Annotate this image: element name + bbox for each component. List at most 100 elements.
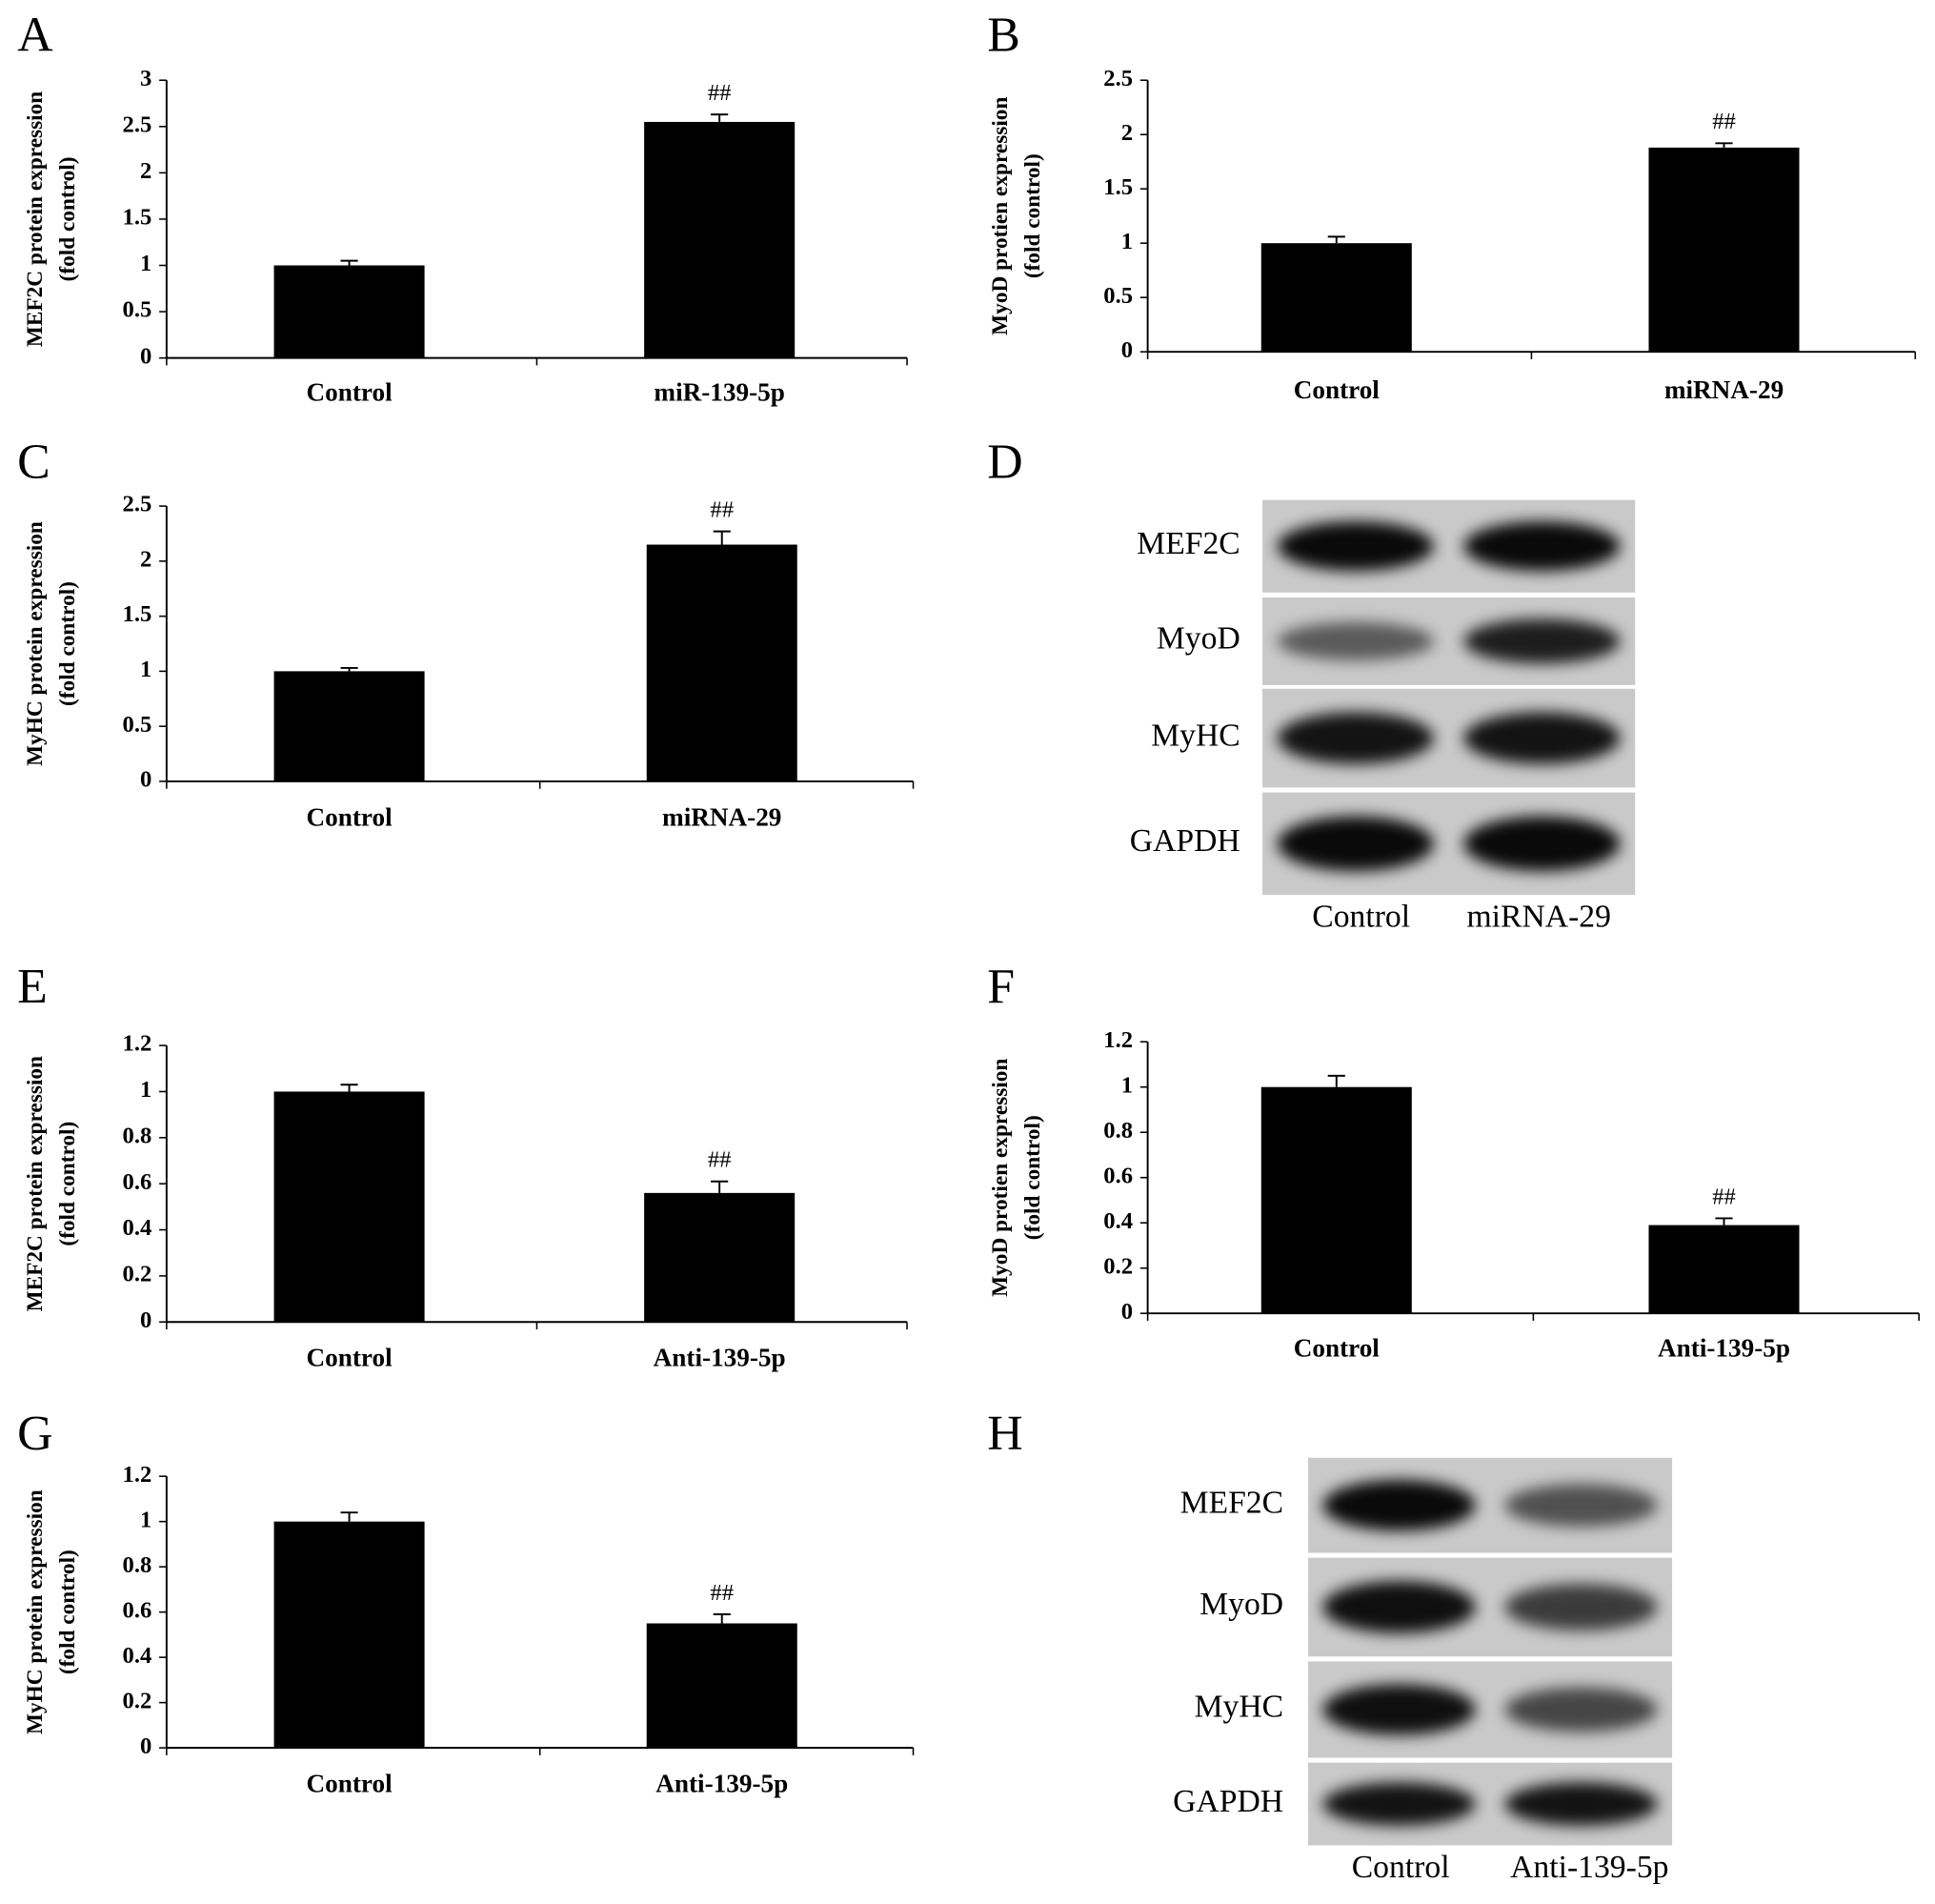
significance-label: ## xyxy=(710,1580,734,1606)
x-tick-label: miRNA-29 xyxy=(662,802,781,831)
y-tick-label: 1 xyxy=(1121,229,1133,254)
blot-row-label: MyoD xyxy=(1199,1587,1283,1622)
y-tick-label: 1.2 xyxy=(123,1031,152,1057)
blot-band xyxy=(1463,618,1621,664)
blot-row-label: MyHC xyxy=(1195,1690,1284,1725)
error-bar xyxy=(1715,1217,1733,1225)
x-tick-label: Control xyxy=(1294,375,1381,404)
y-tick-label: 1.5 xyxy=(123,205,152,231)
y-tick-label: 2.5 xyxy=(1103,66,1133,91)
blot-band xyxy=(1504,1782,1658,1826)
x-tick-label: Anti-139-5p xyxy=(654,1344,786,1372)
error-bar xyxy=(1327,235,1345,244)
y-axis-label: MyHC protein expression xyxy=(23,1489,48,1734)
panel-letter: C xyxy=(17,435,50,490)
y-tick-label: 0 xyxy=(140,343,151,369)
y-tick-label: 1.5 xyxy=(123,601,152,627)
y-tick-label: 1 xyxy=(140,251,151,276)
bar xyxy=(273,1091,425,1323)
blot-band xyxy=(1277,521,1435,572)
panel-letter: E xyxy=(17,960,48,1014)
y-tick-label: 2 xyxy=(140,158,151,184)
bar xyxy=(1648,147,1800,353)
x-tick-label: miR-139-5p xyxy=(654,378,784,407)
blot-column-label: Control xyxy=(1312,900,1410,935)
y-axis-label: (fold control) xyxy=(55,1122,80,1246)
panel-letter: D xyxy=(987,435,1022,490)
y-tick-label: 1.2 xyxy=(123,1462,152,1488)
blot-band xyxy=(1463,521,1621,572)
y-tick-label: 1 xyxy=(140,1077,151,1103)
y-tick-label: 0 xyxy=(140,1307,151,1333)
blot-band xyxy=(1322,1782,1476,1826)
error-bar xyxy=(711,1180,729,1193)
y-tick-label: 0.4 xyxy=(1103,1208,1133,1234)
blot-band xyxy=(1504,1583,1658,1631)
blot-row-label: MyHC xyxy=(1151,718,1240,753)
y-tick-label: 0.5 xyxy=(123,712,152,738)
blot-row-label: MyoD xyxy=(1157,621,1240,657)
blot-row-label: MEF2C xyxy=(1180,1485,1283,1520)
blot-band xyxy=(1277,712,1435,764)
x-tick-label: Control xyxy=(307,1770,393,1798)
bar xyxy=(1648,1225,1800,1314)
error-bar xyxy=(340,666,358,672)
error-bar xyxy=(340,1084,358,1092)
error-bar xyxy=(340,1511,358,1522)
significance-label: ## xyxy=(708,1147,732,1173)
blot-band xyxy=(1504,1687,1658,1732)
bar xyxy=(644,121,796,358)
y-tick-label: 0.5 xyxy=(123,297,152,323)
x-tick-label: Anti-139-5p xyxy=(655,1770,788,1798)
blot-band xyxy=(1322,1684,1476,1735)
blot-band xyxy=(1463,712,1621,764)
y-tick-label: 0.6 xyxy=(123,1597,152,1623)
bar xyxy=(646,1623,797,1749)
y-axis-label: MyoD protien expression xyxy=(988,97,1013,335)
y-axis-label: (fold control) xyxy=(55,581,80,706)
panel-letter: A xyxy=(17,8,53,62)
x-tick-label: Control xyxy=(307,802,393,831)
y-tick-label: 2.5 xyxy=(123,492,152,517)
blot-row-label: GAPDH xyxy=(1173,1784,1283,1819)
panel-letter: B xyxy=(987,8,1020,62)
y-tick-label: 1.2 xyxy=(1103,1027,1133,1053)
blot-band xyxy=(1322,1581,1476,1633)
x-tick-label: Control xyxy=(307,1344,393,1372)
panel-letter: F xyxy=(987,960,1015,1014)
significance-label: ## xyxy=(1712,1184,1736,1209)
bar xyxy=(1260,243,1412,353)
bar xyxy=(273,1521,425,1749)
y-tick-label: 0.4 xyxy=(123,1643,152,1669)
error-bar xyxy=(713,1613,731,1624)
error-bar xyxy=(1327,1074,1345,1087)
y-tick-label: 0.8 xyxy=(123,1123,152,1148)
y-axis-label: MEF2C protein expression xyxy=(23,1056,48,1311)
y-tick-label: 1 xyxy=(140,657,151,682)
bar xyxy=(1260,1086,1412,1314)
y-axis-label: (fold control) xyxy=(1020,153,1045,278)
y-tick-label: 0.5 xyxy=(1103,283,1133,309)
bar xyxy=(646,544,797,781)
panel-letter: H xyxy=(987,1407,1022,1461)
x-tick-label: Anti-139-5p xyxy=(1658,1333,1790,1362)
error-bar xyxy=(340,259,358,266)
x-tick-label: miRNA-29 xyxy=(1664,375,1784,404)
y-tick-label: 1 xyxy=(1121,1072,1133,1098)
blot-column-label: Anti-139-5p xyxy=(1510,1850,1668,1885)
blot-row-label: MEF2C xyxy=(1137,526,1240,561)
blot-band xyxy=(1277,621,1435,661)
blot-band xyxy=(1463,816,1621,872)
significance-label: ## xyxy=(710,497,734,523)
y-tick-label: 0.8 xyxy=(1103,1118,1133,1144)
y-axis-label: MyoD protien expression xyxy=(988,1059,1013,1297)
y-axis-label: (fold control) xyxy=(55,1550,80,1674)
error-bar xyxy=(1715,142,1733,148)
y-tick-label: 0 xyxy=(1121,1299,1133,1325)
y-tick-label: 0.6 xyxy=(1103,1163,1133,1188)
error-bar xyxy=(711,113,729,122)
blot-band xyxy=(1504,1484,1658,1528)
y-tick-label: 0.8 xyxy=(123,1552,152,1578)
blot-band xyxy=(1322,1479,1476,1531)
